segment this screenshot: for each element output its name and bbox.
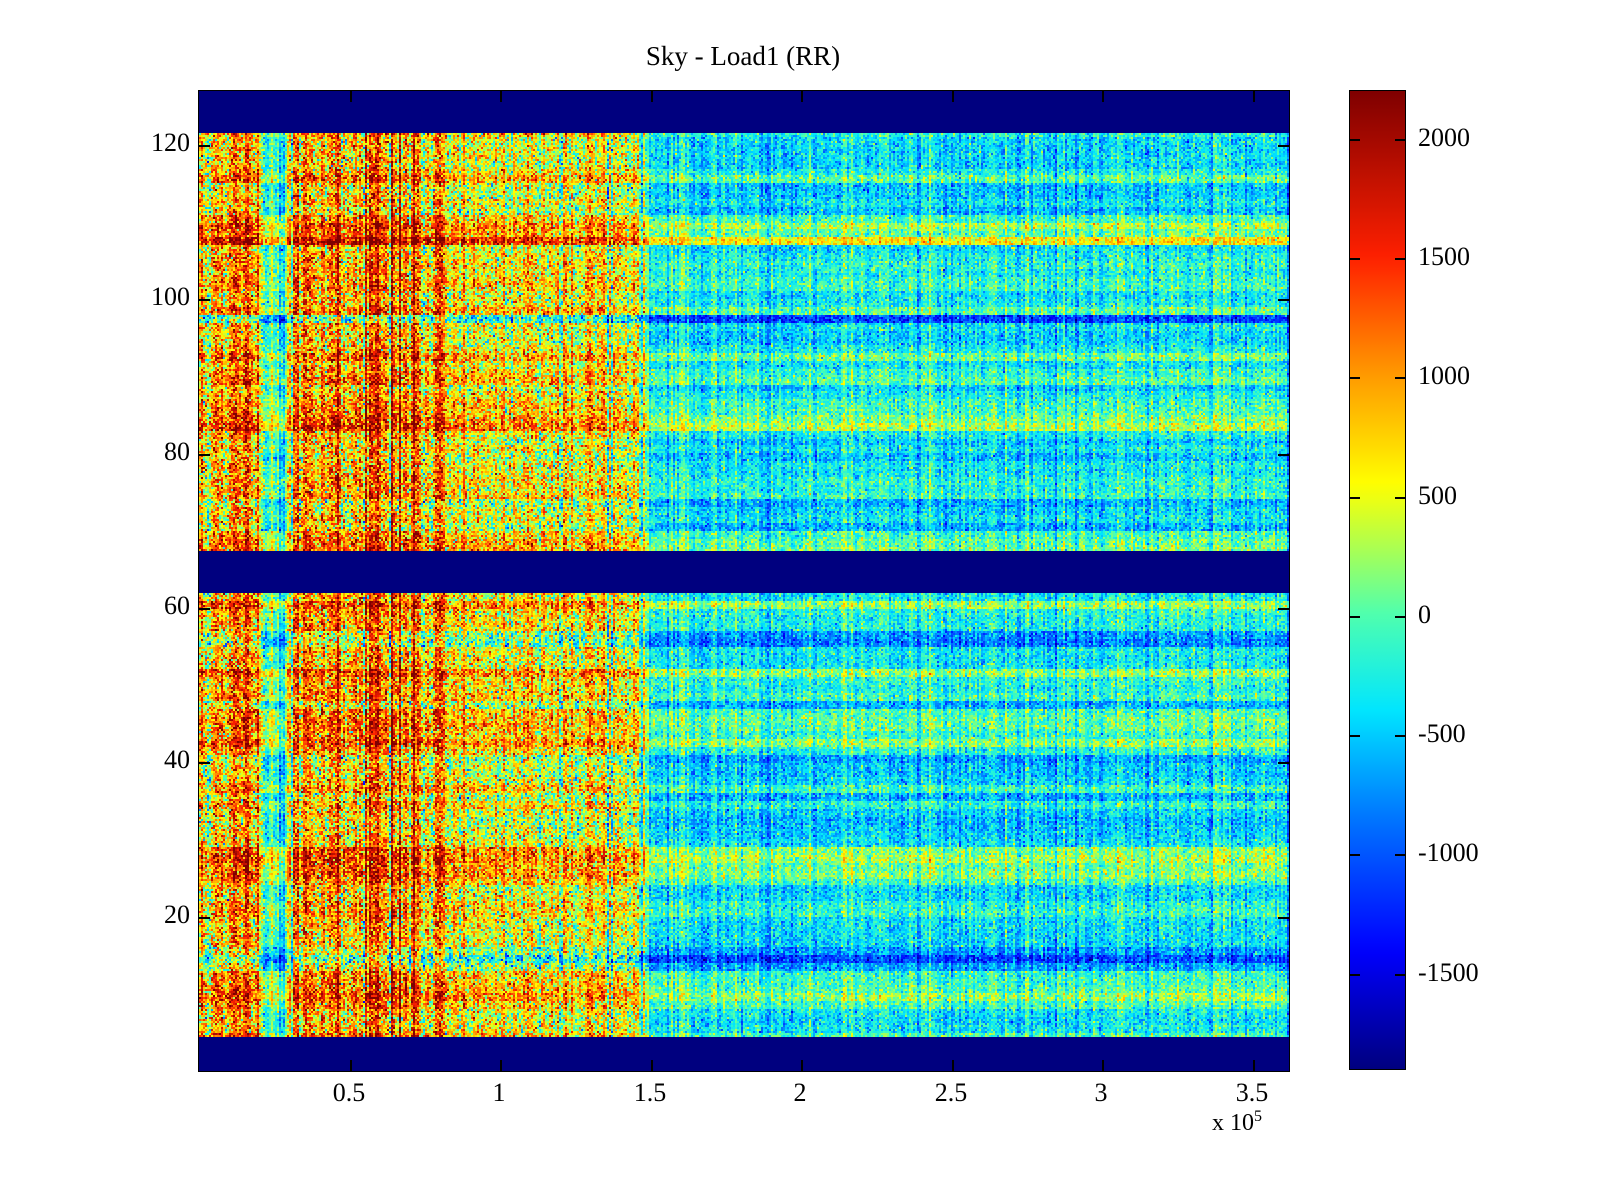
y-axis-tick-mark (199, 917, 210, 919)
x-axis-tick-label: 2 (793, 1078, 807, 1107)
y-axis-tick-label: 40 (164, 745, 190, 774)
x-axis-tick-mark (651, 1060, 653, 1071)
colorbar-tick-mark (1395, 377, 1405, 379)
colorbar-tick-mark (1350, 974, 1360, 976)
colorbar-tick-mark (1350, 377, 1360, 379)
y-axis-tick-mark (1278, 762, 1289, 764)
y-axis-tick-label: 100 (151, 282, 190, 311)
x-axis-tick-label: 3.5 (1235, 1078, 1269, 1107)
y-axis-tick-mark (1278, 454, 1289, 456)
x-axis-tick-label: 1.5 (633, 1078, 667, 1107)
colorbar-tick-mark (1395, 854, 1405, 856)
colorbar-tick-mark (1395, 139, 1405, 141)
x-axis-tick-mark (350, 1060, 352, 1071)
colorbar-tick-label: 0 (1418, 600, 1431, 629)
colorbar-tick-mark (1350, 735, 1360, 737)
y-axis-tick-mark (1278, 917, 1289, 919)
colorbar-tick-mark (1395, 974, 1405, 976)
colorbar-tick-label: -1000 (1418, 838, 1479, 867)
x-axis-tick-mark (952, 91, 954, 102)
colorbar-gradient (1350, 91, 1405, 1069)
colorbar-tick-mark (1395, 258, 1405, 260)
y-axis-tick-label: 120 (151, 128, 190, 157)
colorbar-tick-mark (1395, 616, 1405, 618)
colorbar-tick-mark (1350, 258, 1360, 260)
colorbar[interactable] (1349, 90, 1406, 1070)
x-axis-tick-mark (500, 1060, 502, 1071)
colorbar-tick-mark (1350, 616, 1360, 618)
y-axis-tick-mark (1278, 608, 1289, 610)
heatmap-image (199, 91, 1289, 1071)
x-axis-tick-label: 2.5 (934, 1078, 968, 1107)
page-title: Sky - Load1 (RR) (645, 41, 841, 71)
colorbar-tick-label: -1500 (1418, 958, 1479, 987)
heatmap-axes[interactable] (198, 90, 1290, 1072)
colorbar-tick-label: -500 (1418, 719, 1466, 748)
x-axis-tick-label: 1 (492, 1078, 506, 1107)
x-axis-tick-mark (1102, 1060, 1104, 1071)
x-axis-tick-mark (500, 91, 502, 102)
y-axis-tick-mark (1278, 299, 1289, 301)
colorbar-tick-mark (1350, 497, 1360, 499)
y-axis-tick-mark (199, 762, 210, 764)
x-axis-tick-mark (801, 91, 803, 102)
y-axis-tick-label: 80 (164, 437, 190, 466)
y-axis-tick-mark (199, 454, 210, 456)
colorbar-tick-label: 500 (1418, 481, 1457, 510)
x-axis-tick-mark (1253, 1060, 1255, 1071)
x-axis-tick-mark (350, 91, 352, 102)
colorbar-tick-label: 1500 (1418, 242, 1470, 271)
y-axis-tick-mark (1278, 145, 1289, 147)
y-axis-tick-mark (199, 608, 210, 610)
x-axis-tick-label: 0.5 (332, 1078, 366, 1107)
colorbar-tick-mark (1395, 497, 1405, 499)
y-axis-tick-mark (199, 145, 210, 147)
colorbar-tick-mark (1395, 735, 1405, 737)
x-axis-tick-mark (651, 91, 653, 102)
y-axis-tick-mark (199, 299, 210, 301)
x-axis-tick-mark (1253, 91, 1255, 102)
x-axis-exponent-label: x 105 (1212, 1108, 1262, 1136)
colorbar-tick-label: 2000 (1418, 123, 1470, 152)
colorbar-tick-mark (1350, 139, 1360, 141)
colorbar-tick-mark (1350, 854, 1360, 856)
colorbar-tick-label: 1000 (1418, 361, 1470, 390)
x-axis-tick-mark (1102, 91, 1104, 102)
x-axis-tick-mark (801, 1060, 803, 1071)
y-axis-tick-label: 60 (164, 591, 190, 620)
x-axis-tick-label: 3 (1094, 1078, 1108, 1107)
y-axis-tick-label: 20 (164, 900, 190, 929)
x-axis-tick-mark (952, 1060, 954, 1071)
